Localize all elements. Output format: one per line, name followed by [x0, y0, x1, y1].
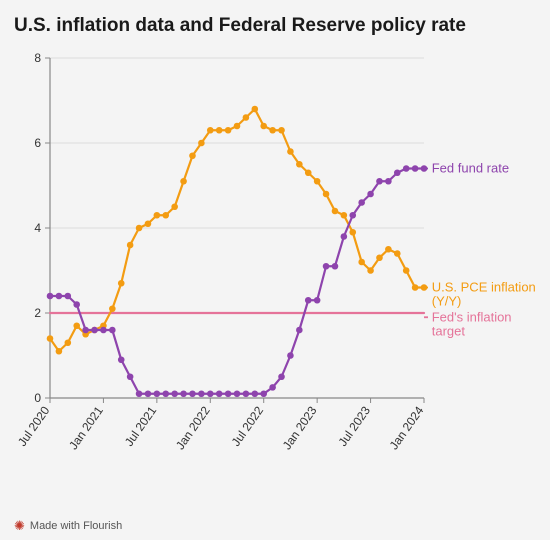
svg-text:Jul 2020: Jul 2020 — [15, 403, 53, 448]
chart-title: U.S. inflation data and Federal Reserve … — [14, 14, 540, 38]
svg-text:U.S. PCE inflation: U.S. PCE inflation — [432, 279, 536, 294]
svg-text:Jul 2023: Jul 2023 — [336, 403, 374, 448]
chart-area: 0 2 4 6 8 Jul 2020 Jan 2021 Jul 2021 Jan 2022 Jul… — [14, 42, 540, 482]
svg-text:Jan 2023: Jan 2023 — [280, 403, 320, 452]
svg-text:Jul 2022: Jul 2022 — [229, 403, 267, 448]
svg-text:Fed fund rate: Fed fund rate — [432, 160, 509, 175]
svg-text:2: 2 — [34, 306, 41, 320]
svg-text:6: 6 — [34, 136, 41, 150]
svg-text:4: 4 — [34, 221, 41, 235]
svg-text:Jan 2021: Jan 2021 — [66, 403, 106, 452]
svg-text:target: target — [432, 323, 466, 338]
svg-text:0: 0 — [34, 391, 41, 405]
attribution-text: Made with Flourish — [30, 520, 122, 532]
svg-text:Fed's inflation: Fed's inflation — [432, 309, 512, 324]
svg-text:Jan 2022: Jan 2022 — [173, 403, 213, 452]
svg-text:8: 8 — [34, 51, 41, 65]
attribution-footer: ✺ Made with Flourish — [14, 519, 122, 532]
flourish-icon: ✺ — [14, 519, 25, 532]
svg-text:Jul 2021: Jul 2021 — [122, 403, 160, 448]
svg-text:(Y/Y): (Y/Y) — [432, 293, 462, 308]
line-chart: 0 2 4 6 8 Jul 2020 Jan 2021 Jul 2021 Jan 2022 Jul… — [14, 42, 540, 482]
svg-text:Jan 2024: Jan 2024 — [387, 403, 427, 452]
